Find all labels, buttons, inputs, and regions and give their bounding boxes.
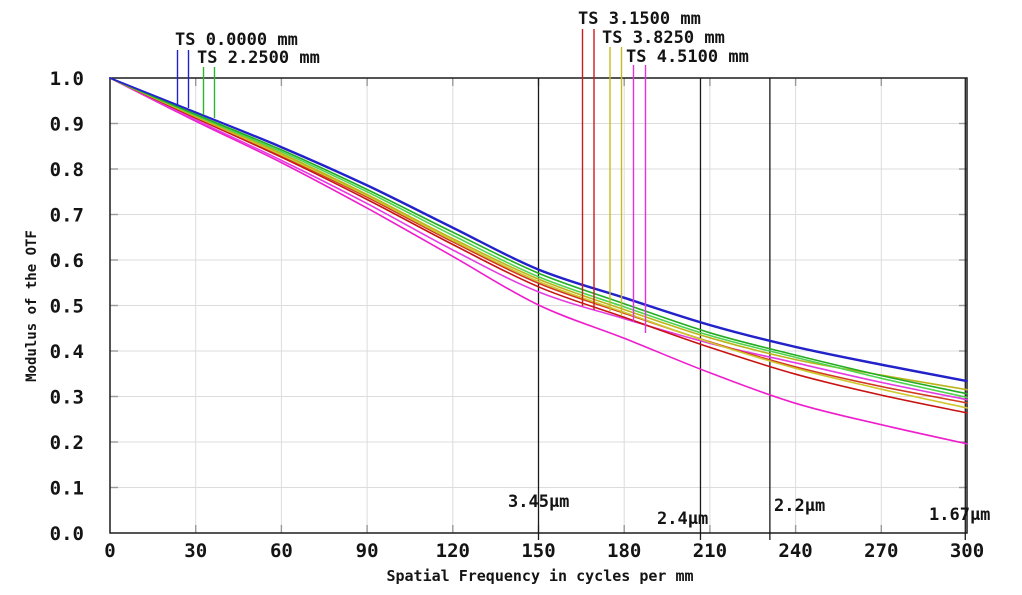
curve-TS-3.1500-mm-T- bbox=[109, 77, 968, 414]
y-tick-label: 0.1 bbox=[50, 478, 84, 500]
x-tick-label: 150 bbox=[521, 540, 555, 562]
nyquist-label: 2.2µm bbox=[774, 496, 825, 516]
curve-TS-2.2500-mm-T- bbox=[109, 77, 968, 399]
legend-label: TS 0.0000 mm bbox=[175, 30, 298, 50]
y-tick-label: 0.3 bbox=[50, 387, 84, 409]
y-tick-label: 0.7 bbox=[50, 205, 84, 227]
legend-label: TS 2.2500 mm bbox=[197, 48, 320, 68]
x-tick-label: 210 bbox=[693, 540, 727, 562]
y-tick-label: 0.8 bbox=[50, 159, 84, 181]
x-tick-label: 240 bbox=[778, 540, 812, 562]
x-tick-label: 30 bbox=[184, 540, 207, 562]
x-tick-label: 300 bbox=[950, 540, 984, 562]
x-tick-label: 270 bbox=[864, 540, 898, 562]
x-tick-label: 60 bbox=[270, 540, 293, 562]
legend-label: TS 3.1500 mm bbox=[578, 9, 701, 29]
curve-TS-2.2500-mm-S- bbox=[109, 77, 968, 395]
x-tick-label: 180 bbox=[607, 540, 641, 562]
curve-TS-4.5100-mm-T- bbox=[109, 77, 968, 445]
curve-TS-3.8250-mm-T- bbox=[109, 77, 968, 409]
x-axis-title: Spatial Frequency in cycles per mm bbox=[386, 567, 693, 585]
y-tick-label: 1.0 bbox=[50, 68, 84, 90]
y-tick-label: 0.4 bbox=[50, 341, 84, 363]
legend-label: TS 4.5100 mm bbox=[626, 47, 749, 67]
legend-label: TS 3.8250 mm bbox=[602, 28, 725, 48]
nyquist-label: 2.4µm bbox=[657, 509, 708, 529]
nyquist-label: 1.67µm bbox=[929, 505, 990, 525]
y-tick-label: 0.6 bbox=[50, 250, 84, 272]
x-tick-label: 90 bbox=[356, 540, 379, 562]
x-tick-label: 0 bbox=[104, 540, 115, 562]
nyquist-label: 3.45µm bbox=[508, 492, 569, 512]
curve-TS-4.5100-mm-S- bbox=[109, 77, 968, 401]
y-axis-title: Modulus of the OTF bbox=[24, 230, 40, 382]
curve-TS-3.8250-mm-S- bbox=[109, 77, 968, 391]
y-tick-label: 0.5 bbox=[50, 296, 84, 318]
y-tick-label: 0.9 bbox=[50, 114, 84, 136]
y-tick-label: 0.0 bbox=[50, 523, 84, 545]
x-tick-label: 120 bbox=[436, 540, 470, 562]
curve-TS-0.0000-mm-S- bbox=[109, 77, 968, 382]
y-tick-label: 0.2 bbox=[50, 432, 84, 454]
